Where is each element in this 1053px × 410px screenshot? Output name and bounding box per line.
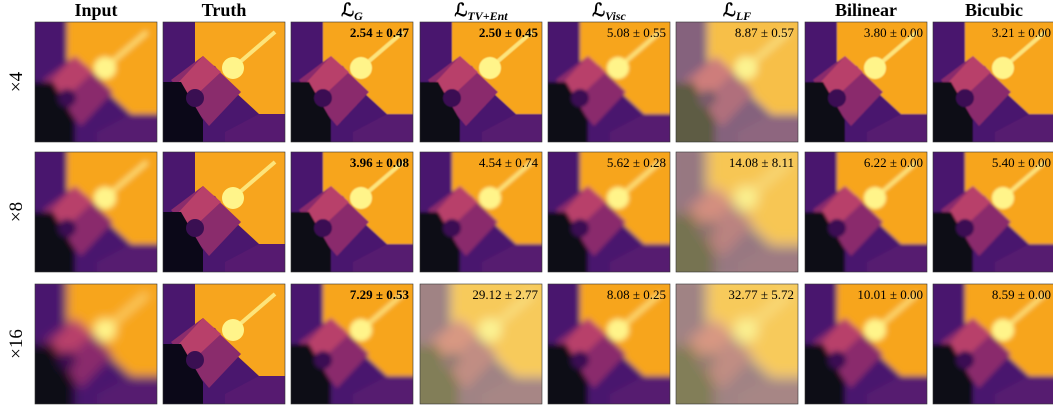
- metric-annotation: 2.50 ± 0.45: [479, 25, 539, 40]
- image-panel: [25, 274, 175, 410]
- metric-annotation: 14.08 ± 8.11: [729, 155, 794, 170]
- metric-annotation: 7.29 ± 0.53: [350, 287, 410, 302]
- metric-annotation: 6.22 ± 0.00: [864, 155, 923, 170]
- column-header: Bicubic: [965, 0, 1023, 20]
- figure: Input Truth ℒG ℒTV+Ent ℒVisc ℒLF Bilinear Bicub…: [0, 0, 1053, 410]
- image-panel: [153, 274, 303, 410]
- metric-annotation: 8.87 ± 0.57: [735, 25, 795, 40]
- metric-annotation: 2.54 ± 0.47: [350, 25, 410, 40]
- metric-annotation: 5.62 ± 0.28: [607, 155, 666, 170]
- column-header: ℒG: [341, 0, 363, 23]
- metric-annotation: 8.59 ± 0.00: [992, 287, 1051, 302]
- image-panel: [25, 12, 175, 162]
- column-header: ℒTV+Ent: [454, 0, 508, 23]
- column-header: Bilinear: [835, 0, 897, 20]
- column-header: ℒLF: [723, 0, 751, 23]
- column-header: Input: [74, 0, 117, 20]
- column-header: Truth: [202, 0, 247, 20]
- metric-annotation: 5.08 ± 0.55: [607, 25, 666, 40]
- metric-annotation: 5.40 ± 0.00: [992, 155, 1051, 170]
- row-label: ×4: [6, 71, 27, 92]
- metric-annotation: 4.54 ± 0.74: [479, 155, 539, 170]
- image-panel: [153, 142, 303, 292]
- column-header: ℒVisc: [592, 0, 626, 23]
- metric-annotation: 8.08 ± 0.25: [607, 287, 666, 302]
- metric-annotation: 3.21 ± 0.00: [992, 25, 1051, 40]
- row-label: ×16: [6, 329, 27, 359]
- metric-annotation: 10.01 ± 0.00: [857, 287, 923, 302]
- row-label: ×8: [6, 202, 27, 222]
- metric-annotation: 29.12 ± 2.77: [472, 287, 538, 302]
- metric-annotation: 3.96 ± 0.08: [350, 155, 410, 170]
- metric-annotation: 32.77 ± 5.72: [728, 287, 794, 302]
- image-panel: [153, 12, 303, 162]
- metric-annotation: 3.80 ± 0.00: [864, 25, 923, 40]
- image-panel: [25, 142, 175, 292]
